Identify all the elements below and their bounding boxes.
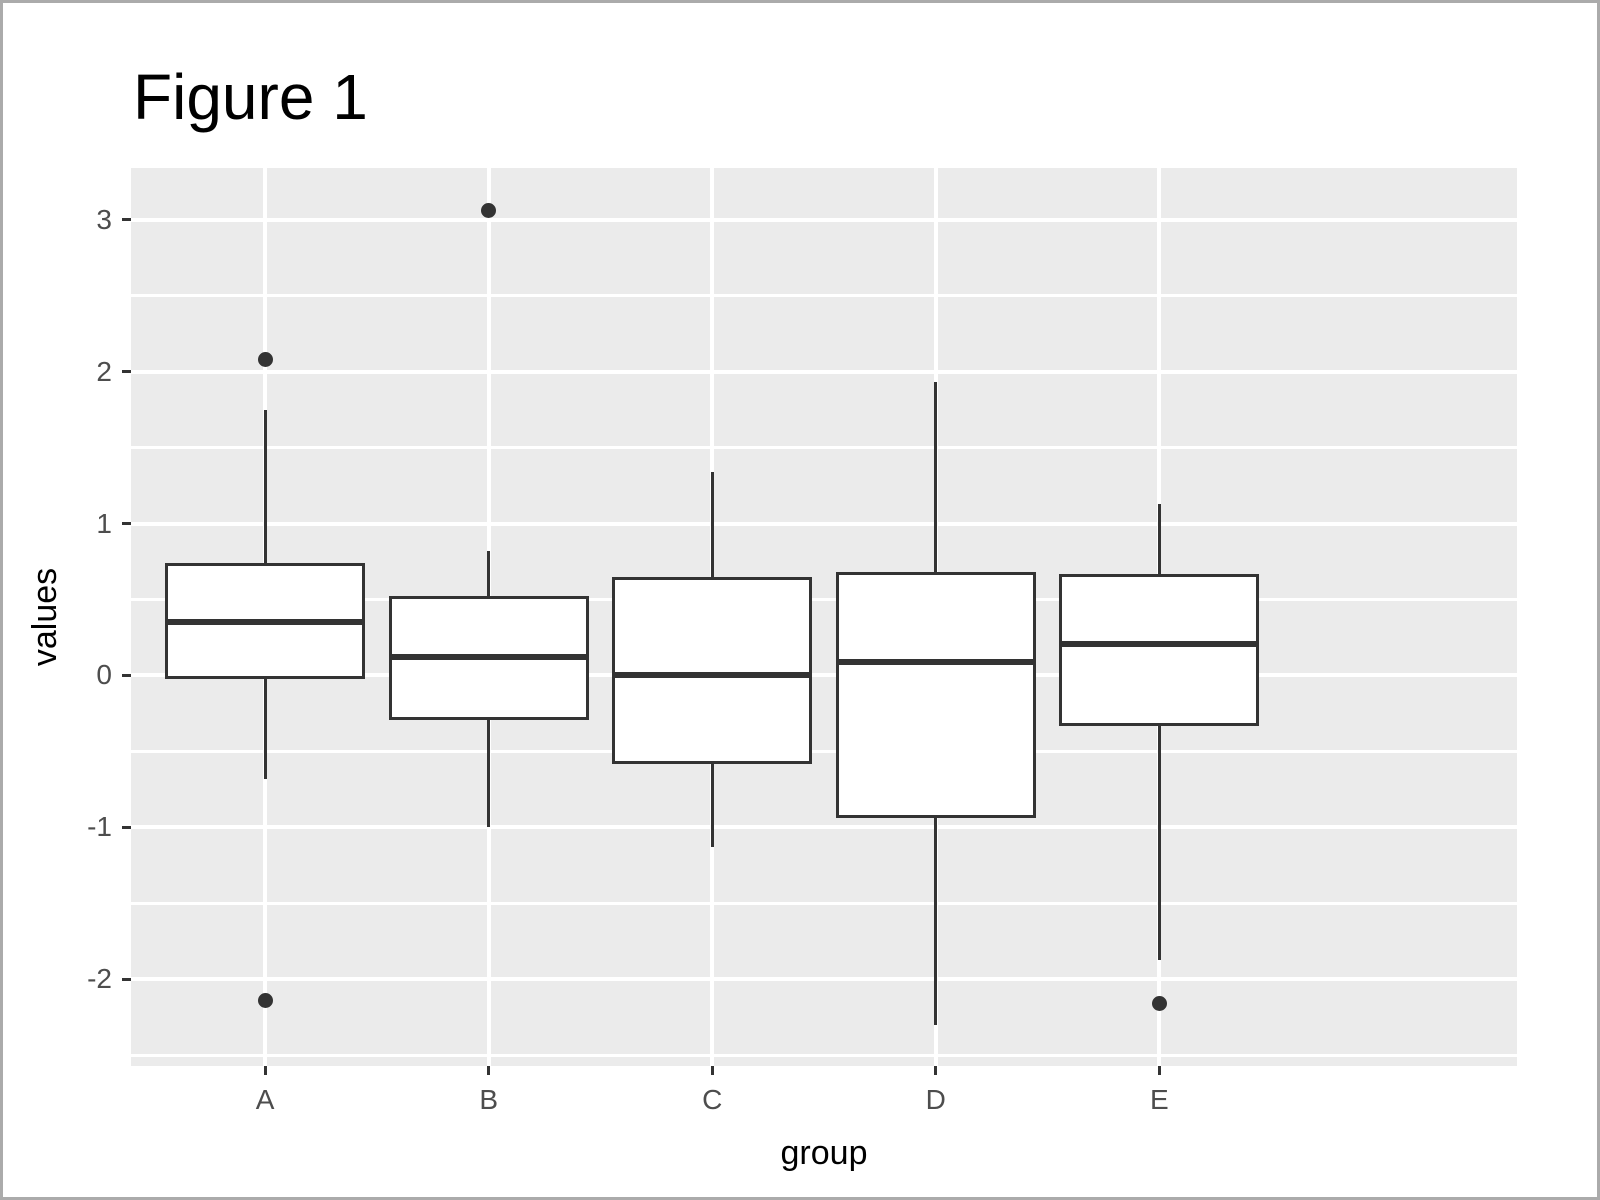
gridline-minor--2.5 <box>131 1053 1517 1057</box>
y-tick-label--2: -2 <box>87 963 112 995</box>
gridline-major--2 <box>131 977 1517 982</box>
whisker-upper-A <box>263 409 267 564</box>
outlier-point-A <box>257 993 273 1009</box>
whisker-lower-D <box>934 818 938 1025</box>
x-tick-label-D: D <box>925 1084 946 1115</box>
whisker-lower-E <box>1157 725 1161 960</box>
gridline-major-1 <box>131 521 1517 526</box>
y-tick-label--1: -1 <box>87 811 112 843</box>
gridline-minor--1.5 <box>131 901 1517 905</box>
box-E <box>1059 573 1260 726</box>
gridline-minor-0.5 <box>131 598 1517 602</box>
y-tick-mark-3 <box>122 218 131 222</box>
whisker-upper-D <box>934 382 938 573</box>
x-tick-mark-B <box>487 1066 491 1075</box>
box-C <box>612 576 813 764</box>
gridline-major-0 <box>131 673 1517 678</box>
whisker-upper-B <box>487 550 491 597</box>
gridline-major-2 <box>131 369 1517 374</box>
outlier-point-B <box>481 203 497 219</box>
gridline-minor-1.5 <box>131 446 1517 450</box>
outlier-point-E <box>1151 996 1167 1012</box>
whisker-upper-C <box>710 471 714 577</box>
box-D <box>835 572 1036 819</box>
gridline-minor--0.5 <box>131 749 1517 753</box>
whisker-lower-B <box>487 719 491 828</box>
gridline-major--1 <box>131 825 1517 830</box>
x-tick-label-E: E <box>1149 1084 1169 1115</box>
y-tick-mark-0 <box>122 673 131 677</box>
y-tick-mark--2 <box>122 977 131 981</box>
x-tick-mark-D <box>934 1066 938 1075</box>
plot-title: Figure 1 <box>133 61 368 133</box>
median-line-A <box>165 619 366 626</box>
median-line-D <box>835 658 1036 665</box>
y-tick-label-2: 2 <box>96 355 112 387</box>
median-line-C <box>612 672 813 679</box>
y-tick-mark--1 <box>122 825 131 829</box>
y-tick-label-1: 1 <box>96 507 112 539</box>
x-tick-label-A: A <box>255 1084 275 1115</box>
x-tick-mark-A <box>263 1066 267 1075</box>
median-line-B <box>388 654 589 661</box>
x-tick-mark-E <box>1157 1066 1161 1075</box>
whisker-lower-C <box>710 763 714 848</box>
y-tick-mark-1 <box>122 522 131 526</box>
median-line-E <box>1059 640 1260 647</box>
outlier-point-A <box>257 351 273 367</box>
panel-background <box>131 168 1517 1066</box>
y-tick-mark-2 <box>122 370 131 374</box>
x-tick-label-C: C <box>702 1084 723 1115</box>
whisker-upper-E <box>1157 503 1161 574</box>
whisker-lower-A <box>263 678 267 779</box>
y-tick-label-3: 3 <box>96 203 112 235</box>
y-tick-label-0: 0 <box>96 659 112 691</box>
gridline-minor-2.5 <box>131 294 1517 298</box>
x-tick-mark-C <box>710 1066 714 1075</box>
x-tick-label-B: B <box>479 1084 499 1115</box>
x-axis-title: group <box>780 1134 868 1172</box>
gridline-major-3 <box>131 217 1517 222</box>
